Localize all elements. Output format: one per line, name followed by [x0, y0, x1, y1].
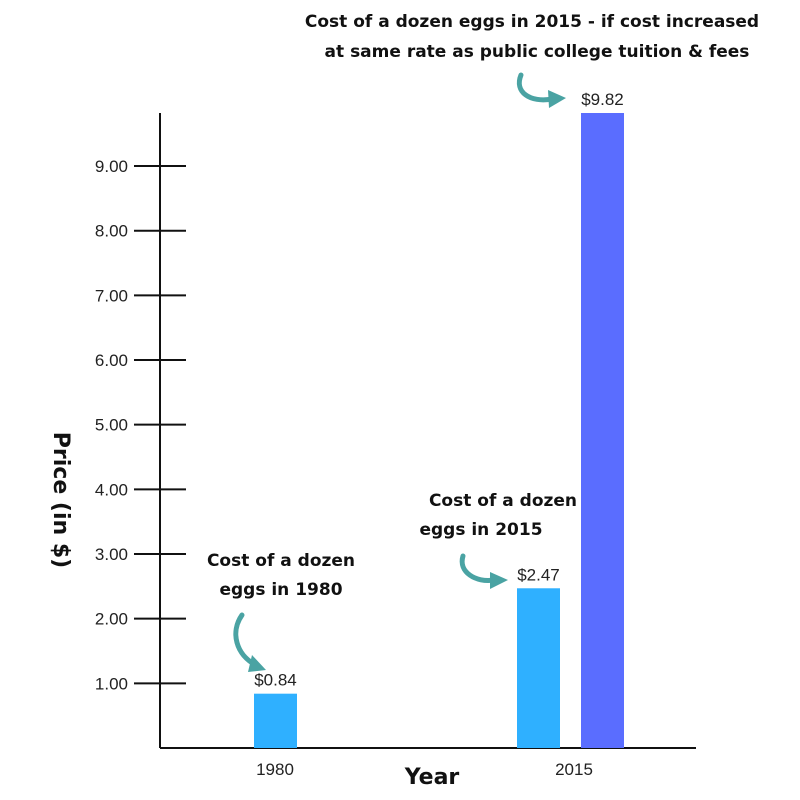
annotation-tuition-line1: Cost of a dozen eggs in 2015 - if cost i… — [305, 12, 759, 32]
category-labels: 1980 2015 — [256, 760, 593, 779]
value-label-0: $0.84 — [254, 671, 297, 690]
annotation-1980-arrowhead — [248, 655, 266, 672]
annotation-tuition-arrow — [516, 72, 555, 103]
y-tick-label-0: 1.00 — [95, 674, 128, 693]
x-category-label-2015: 2015 — [555, 760, 593, 779]
value-labels: $0.84 $2.47 $9.82 — [254, 90, 624, 690]
annotation-2015-arrowhead — [490, 572, 508, 589]
y-tick-label-2: 3.00 — [95, 545, 128, 564]
annotation-1980-line2: eggs in 1980 — [219, 580, 342, 600]
y-tick-label-1: 2.00 — [95, 610, 128, 629]
annotation-2015-arrow — [459, 553, 497, 583]
value-label-2: $9.82 — [581, 90, 624, 109]
annotation-1980: Cost of a dozen eggs in 1980 — [207, 551, 355, 672]
y-tick-label-4: 5.00 — [95, 416, 128, 435]
y-tick-label-8: 9.00 — [95, 157, 128, 176]
bar-2015-s1 — [581, 113, 624, 748]
annotation-tuition-line2: at same rate as public college tuition &… — [325, 42, 750, 62]
annotation-2015-tuition: Cost of a dozen eggs in 2015 - if cost i… — [305, 12, 759, 108]
annotation-2015-line2: eggs in 2015 — [419, 520, 542, 540]
y-axis-title: Price (in $) — [48, 432, 73, 568]
x-axis-title: Year — [404, 765, 460, 790]
annotation-1980-line1: Cost of a dozen — [207, 551, 355, 571]
bar-1980-s0 — [254, 693, 297, 748]
y-tick-label-7: 8.00 — [95, 222, 128, 241]
annotation-2015: Cost of a dozen eggs in 2015 — [419, 491, 577, 589]
y-tick-label-3: 4.00 — [95, 480, 128, 499]
annotation-2015-line1: Cost of a dozen — [429, 491, 577, 511]
y-axis-ticks: 1.00 2.00 3.00 4.00 5.00 6.00 7.00 8.00 9.00 — [95, 157, 186, 693]
y-tick-label-5: 6.00 — [95, 351, 128, 370]
x-category-label-1980: 1980 — [256, 760, 294, 779]
bar-2015-s0 — [517, 588, 560, 748]
bars — [254, 113, 624, 748]
value-label-1: $2.47 — [517, 565, 560, 584]
annotation-tuition-arrowhead — [548, 90, 566, 108]
y-tick-label-6: 7.00 — [95, 286, 128, 305]
